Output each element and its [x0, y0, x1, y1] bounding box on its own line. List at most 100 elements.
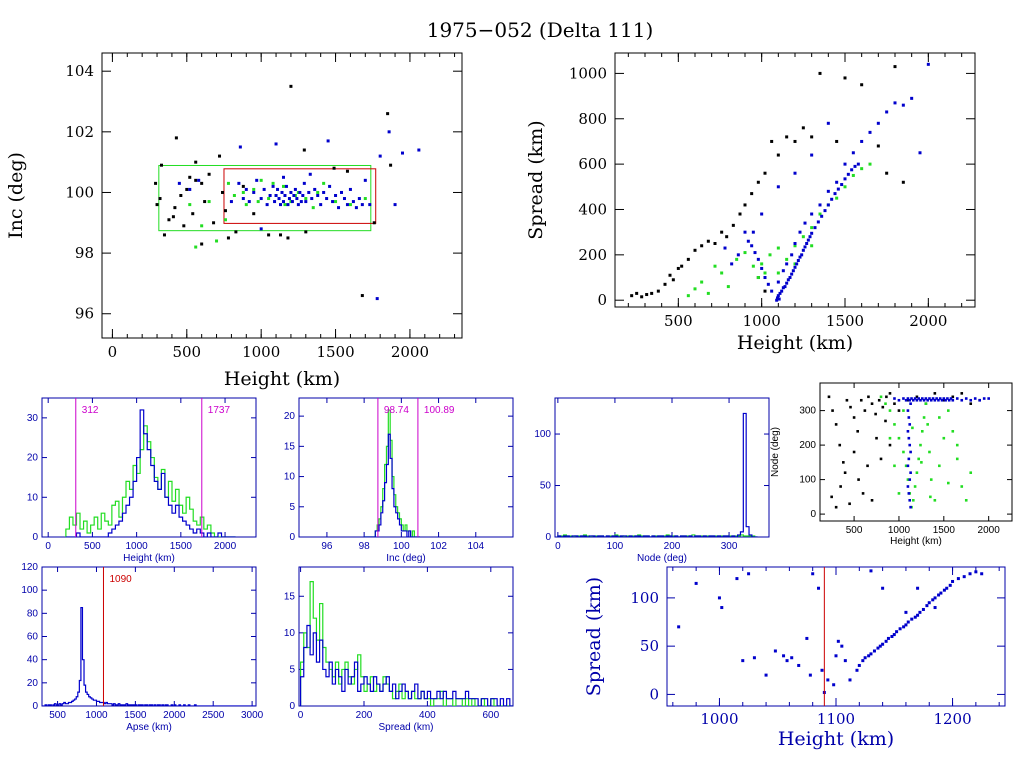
data-point [922, 416, 926, 419]
data-point [951, 579, 955, 583]
data-point [191, 212, 195, 216]
data-point [918, 151, 922, 155]
data-point [274, 142, 278, 146]
data-point [840, 644, 844, 648]
data-point [776, 246, 780, 250]
data-point [818, 212, 822, 216]
data-point [810, 153, 814, 157]
data-point [296, 203, 300, 207]
data-point [788, 276, 792, 280]
data-point [793, 171, 797, 175]
data-point [200, 224, 204, 228]
data-point [185, 187, 189, 191]
data-point [693, 248, 697, 252]
data-point [884, 402, 887, 405]
data-point [860, 139, 864, 143]
plot-frame [666, 566, 1006, 707]
data-point [796, 259, 800, 263]
data-point [200, 242, 204, 246]
data-point [304, 200, 308, 204]
data-point [951, 398, 955, 402]
data-point [337, 206, 341, 210]
data-point [906, 398, 910, 402]
y-tick-label: 20 [284, 411, 296, 422]
data-point [861, 492, 865, 495]
data-point [750, 244, 754, 248]
data-point [785, 659, 789, 663]
x-tick-label: 200 [664, 541, 681, 552]
data-point [241, 190, 245, 194]
data-point [982, 397, 986, 400]
data-point [287, 197, 291, 201]
data-point [304, 197, 308, 201]
data-point [901, 180, 905, 184]
data-point [173, 206, 177, 210]
data-point [322, 190, 326, 194]
plot-area [42, 567, 256, 706]
data-point [332, 166, 336, 170]
data-point [826, 121, 830, 125]
data-point [856, 430, 859, 433]
data-point [978, 398, 982, 402]
data-point [843, 471, 847, 474]
y-tick-label: 5 [289, 664, 295, 675]
data-point [955, 443, 959, 447]
y-tick-label: 600 [578, 155, 607, 173]
data-point [325, 197, 329, 201]
data-point [931, 598, 935, 602]
data-point [927, 601, 931, 605]
data-point [316, 190, 320, 194]
data-point [200, 181, 204, 185]
data-point [974, 570, 978, 574]
data-point [843, 162, 847, 166]
data-point [274, 194, 278, 197]
x-tick-label: 98 [359, 541, 371, 552]
data-point [836, 639, 840, 643]
data-point [897, 409, 901, 412]
data-point [964, 397, 968, 400]
data-point [888, 392, 892, 395]
data-point [372, 221, 376, 225]
data-point [946, 397, 949, 400]
data-point [735, 577, 739, 581]
y-tick-label: 96 [75, 305, 94, 323]
data-point [188, 187, 192, 191]
data-point [857, 478, 860, 481]
y-tick-label: 0 [649, 685, 659, 703]
data-point [908, 398, 912, 402]
data-point [893, 402, 896, 405]
data-point [645, 293, 649, 297]
data-point [859, 398, 863, 402]
x-tick-label: 600 [482, 710, 499, 721]
data-point [922, 398, 926, 402]
data-point [635, 291, 639, 295]
data-point [951, 395, 955, 399]
data-point [839, 485, 842, 488]
data-point [933, 596, 937, 600]
figure-title: 1975−052 (Delta 111) [427, 18, 654, 42]
x-axis-label: Height (km) [890, 536, 942, 547]
data-point [226, 236, 230, 240]
data-point [360, 203, 364, 207]
data-point [255, 178, 259, 182]
data-point [893, 101, 897, 105]
data-point [920, 397, 924, 400]
plot-area [299, 581, 513, 706]
data-point [909, 471, 912, 474]
y-tick-label: 1000 [569, 64, 607, 82]
data-point [283, 203, 287, 207]
y-tick-label: 0 [289, 532, 295, 543]
data-point [834, 654, 838, 658]
y-tick-label: 0 [810, 509, 816, 520]
data-point [863, 409, 867, 412]
data-point [960, 485, 964, 488]
data-point [810, 244, 814, 248]
data-point [909, 402, 912, 405]
x-tick-label: 500 [49, 710, 66, 721]
data-point [706, 239, 710, 243]
data-point [295, 197, 299, 201]
data-point [776, 280, 780, 284]
data-point [946, 481, 950, 485]
data-point [960, 398, 964, 402]
